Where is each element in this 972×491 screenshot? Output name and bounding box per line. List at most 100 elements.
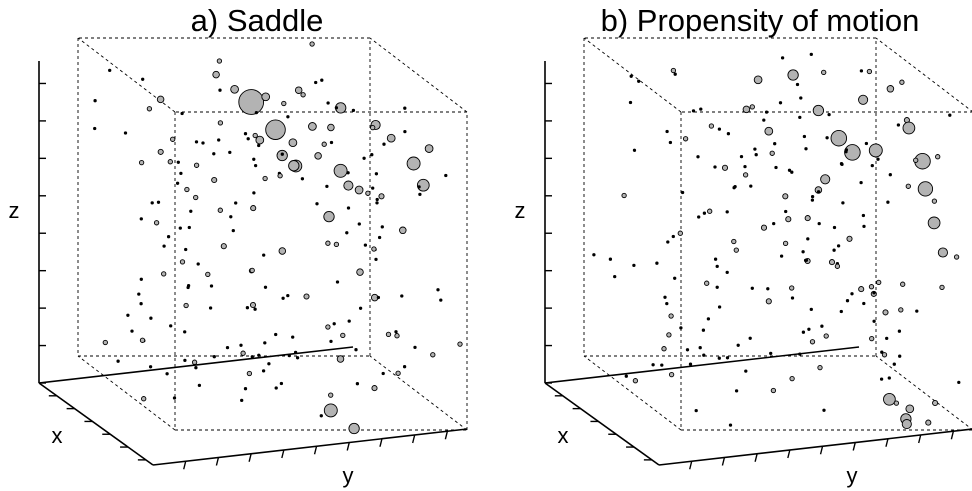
particle-dot [291,335,295,339]
particle-dot [108,68,112,73]
particle-dot [801,330,806,334]
particle-dot [170,136,176,142]
data-sphere [220,243,227,250]
data-sphere [782,193,789,200]
particle-dot [191,359,198,365]
y-tick [346,442,350,451]
data-sphere [406,156,421,171]
particle-dot [430,352,436,358]
particle-dot [592,253,596,257]
particle-dot [816,190,821,194]
particle-dot [809,52,813,57]
particle-dot [673,72,677,76]
data-sphere [314,152,322,160]
particle-dot [193,194,199,201]
particle-dot [898,354,902,358]
particle-dot [762,118,766,122]
particle-dot [827,112,831,117]
particle-dot [253,163,258,168]
particle-dot [810,194,815,199]
data-sphere [261,92,271,102]
particle-dot [116,359,120,363]
particle-dot [263,285,268,289]
box-edge [369,355,468,431]
particle-dot [261,369,266,373]
data-sphere [901,419,912,430]
particle-dot [394,333,400,339]
particle-dot [948,113,952,117]
particle-dot [844,150,848,154]
particle-dot [172,396,177,400]
particle-dot [673,276,677,280]
particle-dot [637,79,641,83]
particle-dot [713,257,718,261]
particle-dot [885,336,889,341]
particle-dot [784,209,788,214]
particle-dot [179,171,183,176]
particle-dot [701,328,706,332]
particle-dot [733,247,739,253]
particle-dot [274,332,278,337]
data-sphere [858,286,865,293]
particle-dot [126,313,130,317]
particle-dot [706,317,711,321]
data-sphere [348,422,360,435]
particle-dot [804,147,808,151]
floor-back-edge [38,346,354,384]
particle-dot [749,184,753,188]
x-axis-label: x [52,423,63,448]
particle-dot [861,213,866,218]
particle-dot [229,215,233,219]
particle-dot [670,67,677,74]
particle-dot [660,363,664,367]
particle-dot [457,341,463,347]
particle-dot [677,230,683,236]
data-sphere [812,104,825,117]
particle-dot [274,386,278,390]
particle-dot [769,150,775,156]
particle-dot [753,147,757,151]
particle-dot [888,173,892,177]
data-sphere [846,235,853,242]
data-sphere [937,247,948,258]
particle-dot [263,341,267,345]
particle-dot [216,58,223,64]
particle-dot [798,352,802,356]
data-sphere [303,293,310,300]
particle-dot [694,408,698,413]
particle-dot [403,129,407,134]
particle-dot [679,326,683,330]
axes-frame [544,61,972,470]
data-spheres [592,52,961,430]
particle-dot [698,346,702,350]
particle-dot [209,284,214,288]
particle-dot [417,185,421,189]
particle-dot [621,192,627,199]
particle-dot [245,306,250,310]
particle-dot [380,225,384,229]
box-edge [583,355,682,431]
particle-dot [141,77,145,81]
particle-dot [739,154,744,159]
data-sphere [760,224,768,231]
particle-dot [682,136,689,142]
particle-dot [257,143,261,148]
data-sphere [156,95,165,104]
particle-dot [787,168,792,172]
particle-dot [196,262,200,266]
particle-dot [262,175,268,182]
box-edge [875,37,972,112]
particle-dot [218,88,222,92]
particle-dot [935,154,941,160]
particle-dot [778,101,783,105]
particle-dot [613,274,617,279]
particle-dot [728,423,733,427]
y-tick [281,449,285,459]
y-tick [689,461,693,470]
particle-dot [809,307,813,312]
particle-dot [246,137,250,141]
particle-dot [821,69,827,76]
particle-dot [444,173,448,178]
panel-propensity: b) Propensity of motion z x y [515,3,972,488]
y-tick [411,434,416,444]
